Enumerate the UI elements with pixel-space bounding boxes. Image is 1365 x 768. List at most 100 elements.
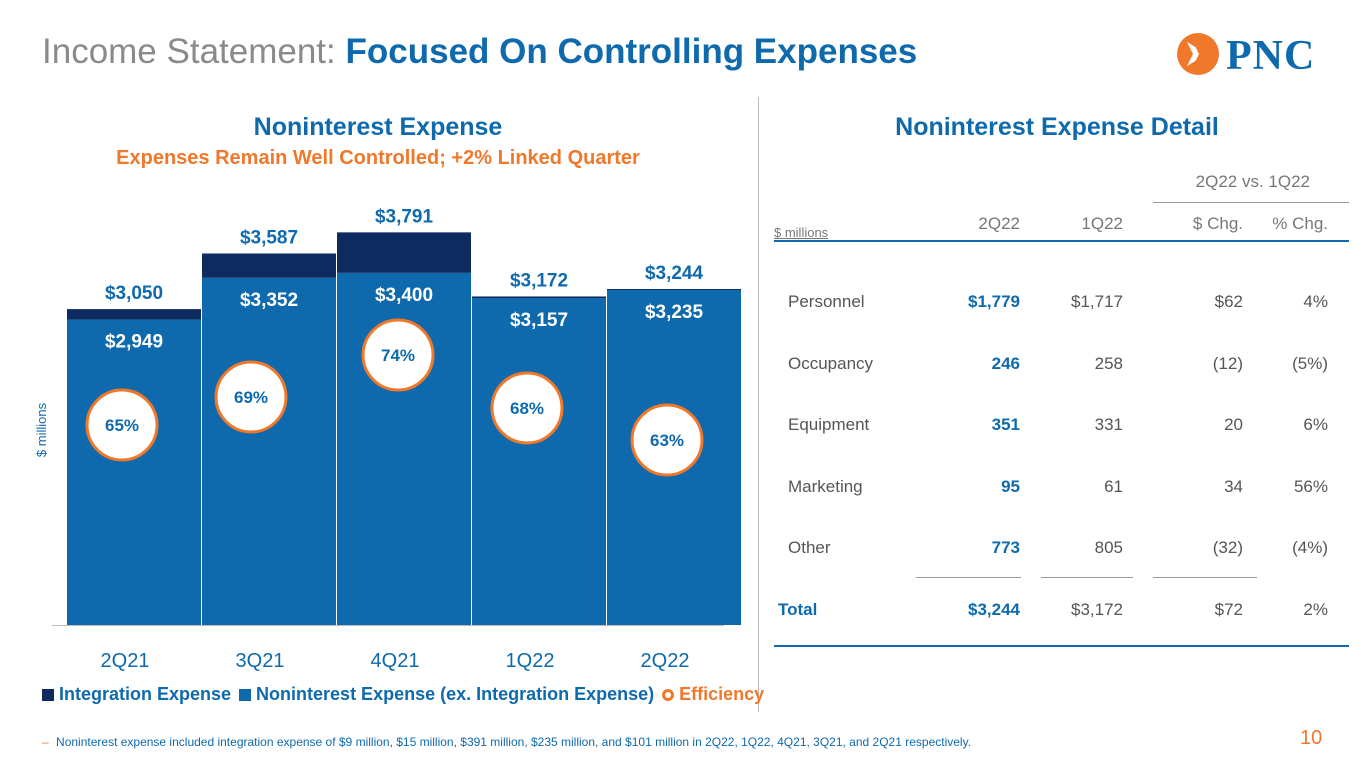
efficiency-label: 68% <box>510 399 544 418</box>
bar-noninterest-2Q21 <box>67 319 201 625</box>
table-cell: $1,779 <box>968 292 1020 311</box>
pnc-logo-text: PNC <box>1226 33 1316 79</box>
bar-integration-3Q21 <box>202 253 336 278</box>
table-cell: 61 <box>1104 477 1123 496</box>
legend-label-noninterest: Noninterest Expense (ex. Integration Exp… <box>256 684 655 704</box>
total-row-2q22: $3,244 <box>968 600 1020 619</box>
bar-value-label: $3,235 <box>645 302 704 323</box>
bar-integration-2Q21 <box>67 309 201 320</box>
table-cell: (5%) <box>1292 354 1328 373</box>
page-title: Income Statement: Focused On Controlling… <box>42 32 917 72</box>
total-row-label: Total <box>778 600 818 619</box>
table-bottom-rule <box>774 645 1349 647</box>
table-cell: $1,717 <box>1071 292 1123 311</box>
bar-value-label: $3,400 <box>375 285 433 306</box>
efficiency-marker <box>630 403 704 477</box>
legend-label-integration: Integration Expense <box>59 684 232 704</box>
efficiency-label: 74% <box>381 346 415 365</box>
footnote-text: Noninterest expense included integration… <box>56 735 972 749</box>
legend-swatch-integration <box>42 688 54 701</box>
page-title-prefix: Income Statement: <box>42 32 336 71</box>
table-cell: 4% <box>1303 292 1328 311</box>
pnc-logo-icon <box>1177 33 1219 75</box>
section-divider <box>758 97 759 712</box>
footnote-bullet: – <box>42 735 49 749</box>
chart-legend: Integration Expense Noninterest Expense … <box>42 684 772 705</box>
subtotal-rule-dollar-chg <box>1153 577 1257 578</box>
column-header-dollar-chg: $ Chg. <box>1192 214 1243 233</box>
x-tick-label: 4Q21 <box>371 650 420 672</box>
bar-total-label: $3,172 <box>510 270 568 291</box>
chart-subtitle: Expenses Remain Well Controlled; +2% Lin… <box>116 147 640 169</box>
column-header-pct-chg: % Chg. <box>1272 214 1328 233</box>
table-unit-label: $ millions <box>774 225 829 240</box>
efficiency-label: 69% <box>234 388 268 407</box>
legend-swatch-noninterest <box>239 688 252 701</box>
subtotal-rule-1q22 <box>1041 577 1133 578</box>
table-row-label: Occupancy <box>788 354 874 373</box>
table-row-label: Other <box>788 538 831 557</box>
table-row-label: Marketing <box>788 477 863 496</box>
page-title-main: Focused On Controlling Expenses <box>345 32 918 71</box>
total-row-pct-chg: 2% <box>1303 600 1328 619</box>
bar-noninterest-3Q21 <box>202 277 336 625</box>
bar-noninterest-1Q22 <box>472 298 606 625</box>
table-cell: 95 <box>1001 477 1020 496</box>
table-cell: 6% <box>1303 415 1328 434</box>
y-axis-label: $ millions <box>34 402 49 457</box>
total-row-dollar-chg: $72 <box>1214 600 1243 619</box>
bar-value-label: $3,352 <box>240 290 298 311</box>
bar-integration-1Q22 <box>472 296 606 299</box>
legend-item-efficiency: Efficiency <box>662 684 764 705</box>
x-tick-label: 1Q22 <box>506 650 555 672</box>
column-header-2q22: 2Q22 <box>978 214 1020 233</box>
table-cell: 805 <box>1094 538 1123 557</box>
table-cell: 351 <box>991 415 1020 434</box>
bar-total-label: $3,791 <box>375 206 434 227</box>
efficiency-label: 65% <box>105 416 139 435</box>
total-row-1q22: $3,172 <box>1071 600 1123 619</box>
table-cell: (4%) <box>1292 538 1328 557</box>
table-cell: (12) <box>1212 354 1243 373</box>
table-cell: $62 <box>1214 292 1243 311</box>
legend-item-noninterest: Noninterest Expense (ex. Integration Exp… <box>239 684 654 705</box>
table-cell: 56% <box>1293 477 1328 496</box>
table-cell: 773 <box>991 538 1020 557</box>
detail-table-title: Noninterest Expense Detail <box>895 113 1219 141</box>
efficiency-marker <box>490 371 564 445</box>
footnote: – Noninterest expense included integrati… <box>42 735 971 749</box>
legend-label-efficiency: Efficiency <box>679 684 765 704</box>
table-cell: 331 <box>1094 415 1123 434</box>
bar-total-label: $3,587 <box>240 227 298 248</box>
group-header-rule <box>1153 202 1349 203</box>
table-row-label: Personnel <box>788 292 865 311</box>
table-header-rule <box>774 240 1349 242</box>
efficiency-label: 63% <box>650 431 684 450</box>
x-tick-label: 2Q21 <box>101 650 150 672</box>
x-tick-label: 2Q22 <box>641 650 690 672</box>
table-row-label: Equipment <box>788 415 870 434</box>
subtotal-rule-2q22 <box>916 577 1021 578</box>
legend-item-integration: Integration Expense <box>42 684 231 705</box>
chart-title: Noninterest Expense <box>253 113 503 141</box>
bar-value-label: $3,157 <box>510 310 568 331</box>
bar-integration-4Q21 <box>337 232 471 273</box>
legend-swatch-efficiency <box>662 688 675 701</box>
efficiency-marker <box>214 360 288 434</box>
pnc-logo: PNC <box>1176 30 1336 79</box>
table-cell: 20 <box>1224 415 1243 434</box>
column-header-1q22: 1Q22 <box>1081 214 1123 233</box>
x-tick-label: 3Q21 <box>236 650 285 672</box>
table-cell: 246 <box>991 354 1020 373</box>
bar-total-label: $3,244 <box>645 263 704 284</box>
table-group-header: 2Q22 vs. 1Q22 <box>1195 172 1310 191</box>
bar-total-label: $3,050 <box>105 283 163 304</box>
table-cell: 258 <box>1094 354 1123 373</box>
bar-value-label: $2,949 <box>105 332 163 353</box>
efficiency-marker <box>361 318 435 392</box>
efficiency-marker <box>85 388 159 462</box>
table-cell: (32) <box>1212 538 1243 557</box>
page-number: 10 <box>1300 727 1323 749</box>
bar-integration-2Q22 <box>607 289 741 291</box>
table-cell: 34 <box>1224 477 1243 496</box>
